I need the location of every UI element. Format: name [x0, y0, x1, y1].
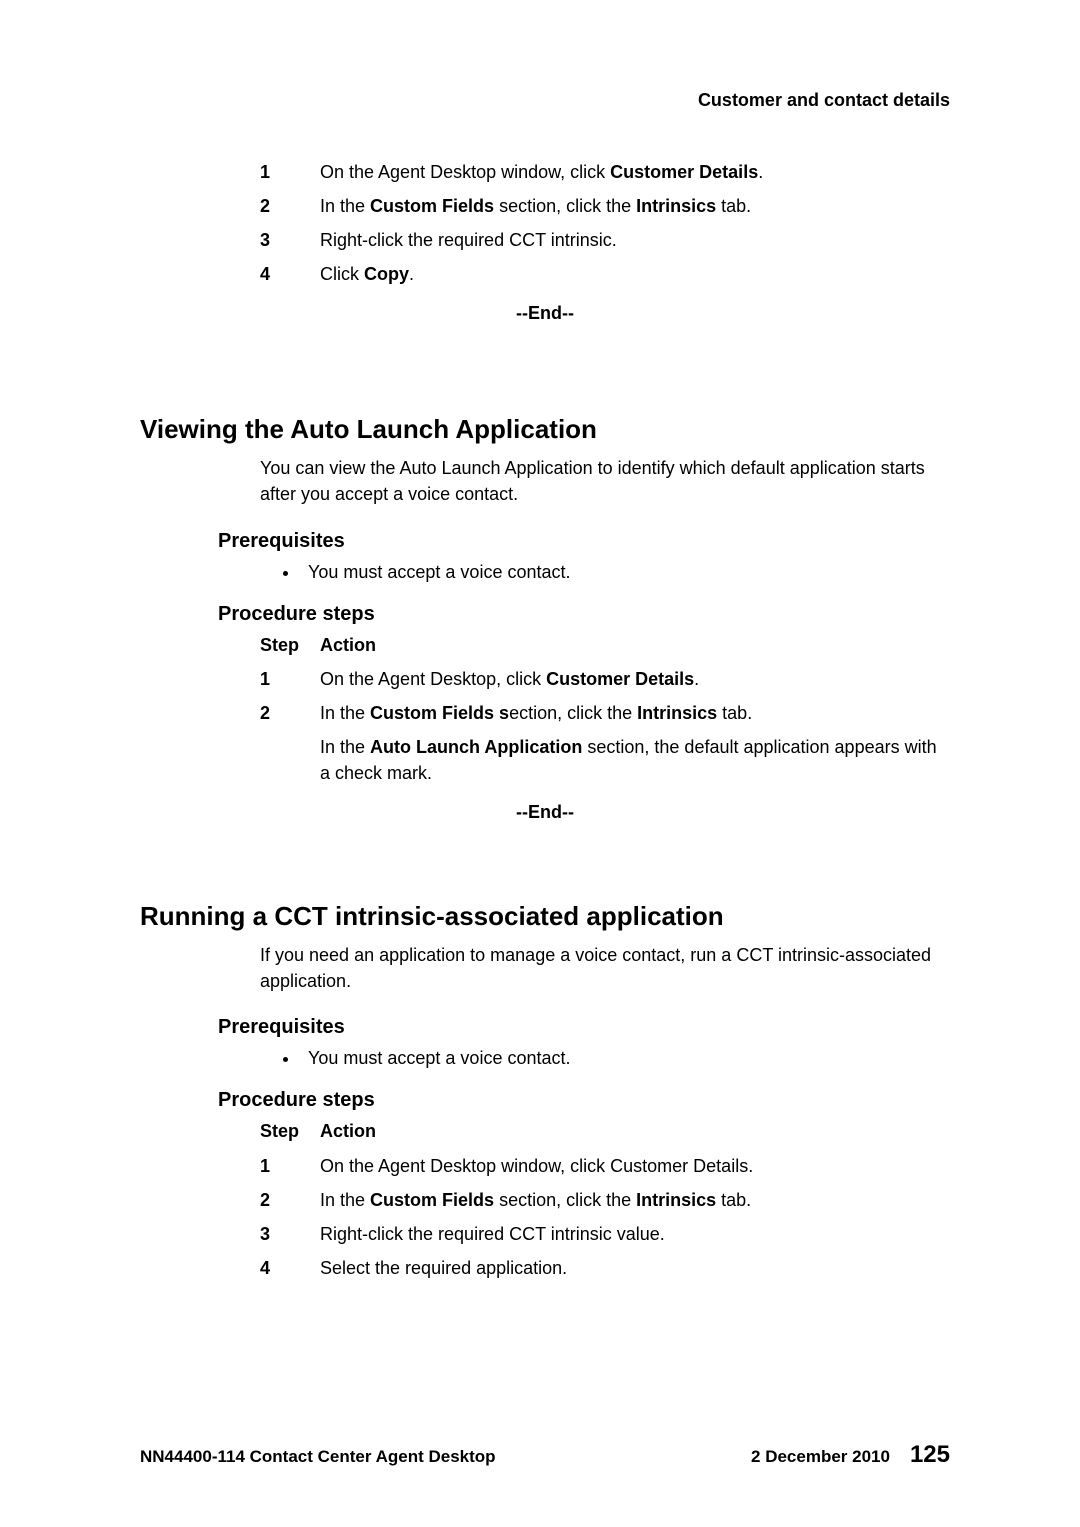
text: section, click the: [494, 196, 636, 216]
bold-text: Custom Fields: [370, 1190, 494, 1210]
end-marker: --End--: [140, 303, 950, 324]
text: In the: [320, 1190, 370, 1210]
footer-date: 2 December 2010: [751, 1447, 890, 1467]
table-row: 2 In the Custom Fields section, click th…: [260, 1187, 950, 1213]
step-action: In the Custom Fields section, click the …: [320, 700, 950, 726]
bold-text: Copy: [364, 264, 409, 284]
step-action: On the Agent Desktop window, click Custo…: [320, 1153, 950, 1179]
prerequisites-list: You must accept a voice contact.: [300, 559, 950, 585]
step-number: 3: [260, 227, 320, 253]
text: .: [758, 162, 763, 182]
section-intro: If you need an application to manage a v…: [260, 942, 950, 994]
table-row: 1 On the Agent Desktop, click Customer D…: [260, 666, 950, 692]
text: .: [694, 669, 699, 689]
section-heading: Running a CCT intrinsic-associated appli…: [140, 901, 950, 932]
proc3-steps: Step Action 1 On the Agent Desktop windo…: [260, 1118, 950, 1280]
step-action: Right-click the required CCT intrinsic.: [320, 227, 950, 253]
section-heading: Viewing the Auto Launch Application: [140, 414, 950, 445]
footer-right: 2 December 2010 125: [751, 1441, 950, 1469]
text: Right-click the required CCT intrinsic v…: [320, 1224, 665, 1244]
step-action: Select the required application.: [320, 1255, 950, 1281]
bold-text: Intrinsics: [636, 196, 716, 216]
procedure-heading: Procedure steps: [218, 603, 950, 626]
step-number: 3: [260, 1221, 320, 1247]
table-row: 1 On the Agent Desktop window, click Cus…: [260, 159, 950, 185]
step-header-row: Step Action: [260, 1118, 950, 1144]
step-header-row: Step Action: [260, 632, 950, 658]
text: Right-click the required CCT intrinsic.: [320, 230, 617, 250]
text: tab.: [717, 703, 752, 723]
prerequisites-list: You must accept a voice contact.: [300, 1045, 950, 1071]
bold-text: Auto Launch Application: [370, 737, 582, 757]
text: .: [409, 264, 414, 284]
step-number: 4: [260, 261, 320, 287]
step-number: 1: [260, 1153, 320, 1179]
text: tab.: [716, 196, 751, 216]
text: Select the required application.: [320, 1258, 567, 1278]
step-number: 4: [260, 1255, 320, 1281]
text: Click: [320, 264, 364, 284]
step-header-label: Step: [260, 632, 320, 658]
text: In the: [320, 703, 370, 723]
text: ection, click the: [509, 703, 637, 723]
table-row: 2 In the Custom Fields section, click th…: [260, 700, 950, 726]
procedure-heading: Procedure steps: [218, 1089, 950, 1112]
proc2-steps: Step Action 1 On the Agent Desktop, clic…: [260, 632, 950, 786]
step-note: In the Auto Launch Application section, …: [320, 734, 950, 786]
text: tab.: [716, 1190, 751, 1210]
prerequisites-heading: Prerequisites: [218, 1016, 950, 1039]
step-number: 2: [260, 1187, 320, 1213]
proc1-steps: 1 On the Agent Desktop window, click Cus…: [260, 159, 950, 287]
table-row: 3 Right-click the required CCT intrinsic…: [260, 1221, 950, 1247]
text: In the: [320, 737, 370, 757]
step-number: 2: [260, 193, 320, 219]
end-marker: --End--: [140, 802, 950, 823]
action-header-label: Action: [320, 632, 950, 658]
section-intro: You can view the Auto Launch Application…: [260, 455, 950, 507]
text: On the Agent Desktop window, click Custo…: [320, 1156, 753, 1176]
step-action: Right-click the required CCT intrinsic v…: [320, 1221, 950, 1247]
table-row: 4 Click Copy.: [260, 261, 950, 287]
step-action: On the Agent Desktop, click Customer Det…: [320, 666, 950, 692]
text: In the: [320, 196, 370, 216]
list-item: You must accept a voice contact.: [300, 1045, 950, 1071]
step-number: 1: [260, 666, 320, 692]
table-row: 1 On the Agent Desktop window, click Cus…: [260, 1153, 950, 1179]
step-number: 2: [260, 700, 320, 726]
text: On the Agent Desktop, click: [320, 669, 546, 689]
table-row: 4 Select the required application.: [260, 1255, 950, 1281]
footer-doc-id: NN44400-114 Contact Center Agent Desktop: [140, 1447, 496, 1467]
step-header-label: Step: [260, 1118, 320, 1144]
prerequisites-heading: Prerequisites: [218, 530, 950, 553]
action-header-label: Action: [320, 1118, 950, 1144]
table-row: 3 Right-click the required CCT intrinsic…: [260, 227, 950, 253]
page-header: Customer and contact details: [140, 90, 950, 111]
step-action: In the Custom Fields section, click the …: [320, 193, 950, 219]
bold-text: Custom Fields: [370, 196, 494, 216]
bold-text: Intrinsics: [637, 703, 717, 723]
page-number: 125: [910, 1441, 950, 1469]
bold-text: Custom Fields s: [370, 703, 509, 723]
step-action: On the Agent Desktop window, click Custo…: [320, 159, 950, 185]
list-item: You must accept a voice contact.: [300, 559, 950, 585]
text: On the Agent Desktop window, click: [320, 162, 610, 182]
table-row: 2 In the Custom Fields section, click th…: [260, 193, 950, 219]
bold-text: Intrinsics: [636, 1190, 716, 1210]
page-footer: NN44400-114 Contact Center Agent Desktop…: [140, 1441, 950, 1469]
step-action: In the Custom Fields section, click the …: [320, 1187, 950, 1213]
step-action: Click Copy.: [320, 261, 950, 287]
page: Customer and contact details 1 On the Ag…: [0, 0, 1080, 1527]
step-number: 1: [260, 159, 320, 185]
bold-text: Customer Details: [610, 162, 758, 182]
bold-text: Customer Details: [546, 669, 694, 689]
text: section, click the: [494, 1190, 636, 1210]
